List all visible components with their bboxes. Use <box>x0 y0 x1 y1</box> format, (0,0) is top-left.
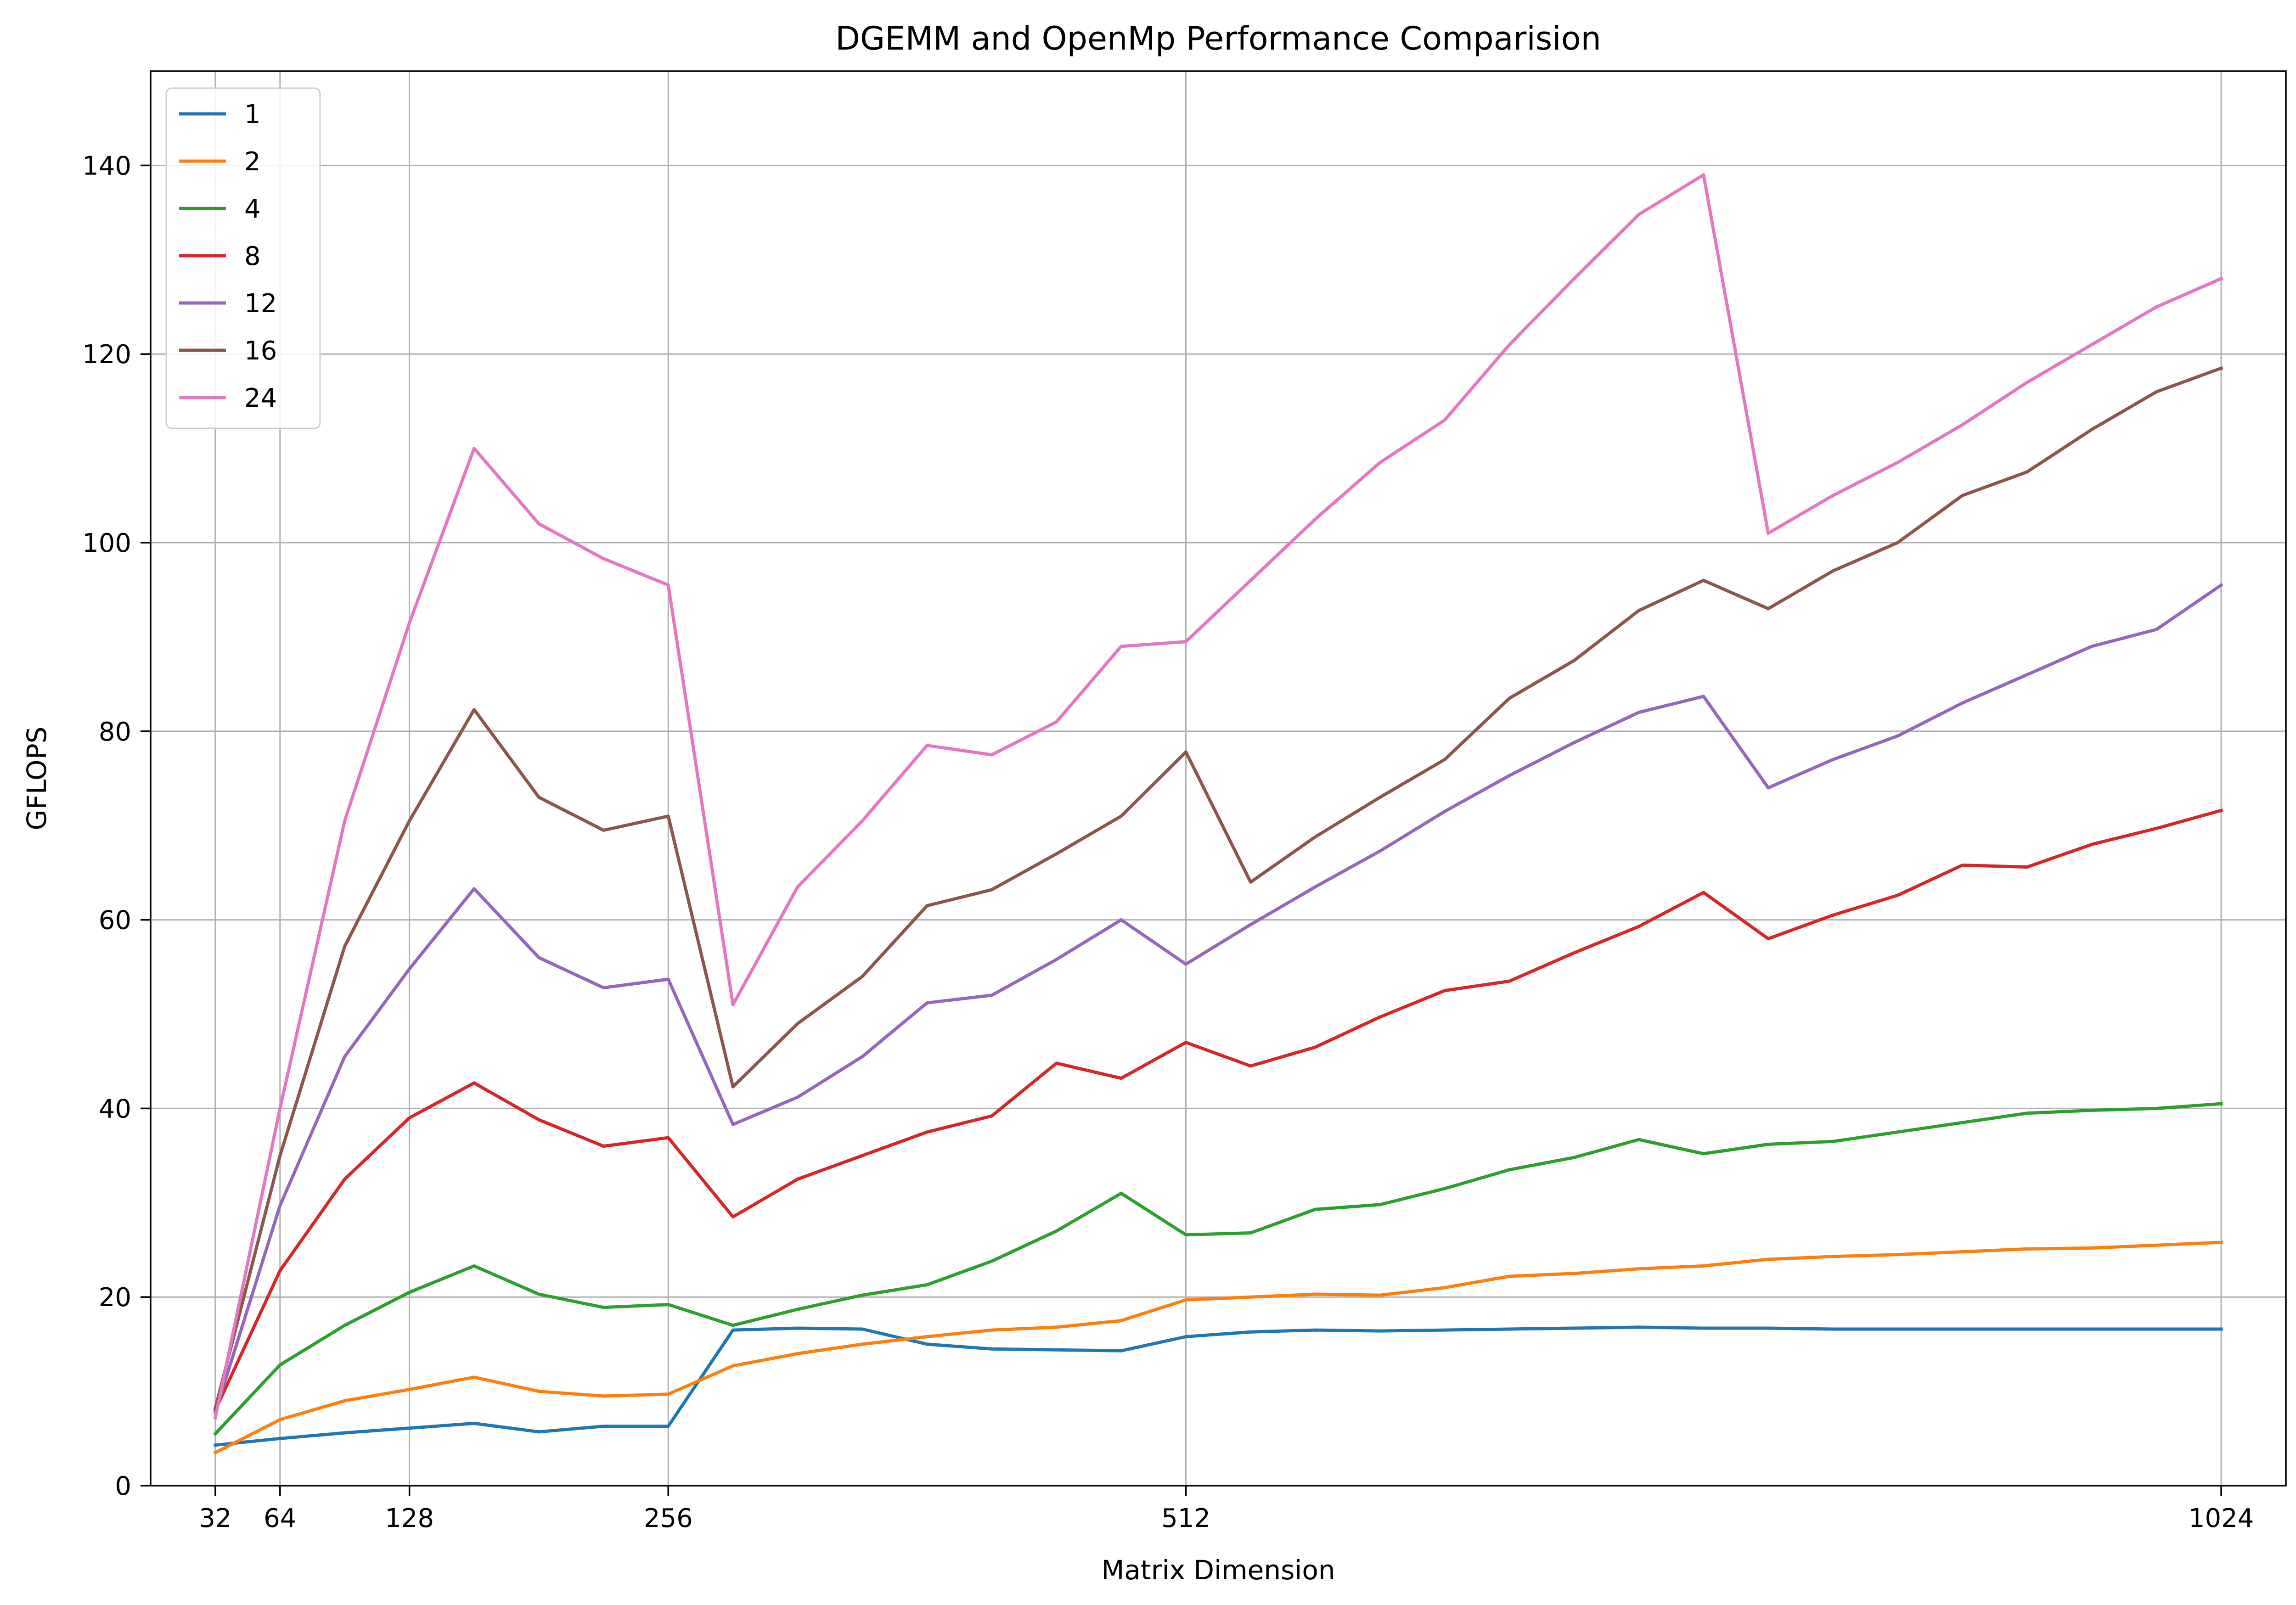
y-tick-label: 60 <box>99 906 131 936</box>
legend-label: 1 <box>244 100 261 129</box>
legend-label: 2 <box>244 147 261 177</box>
x-tick-label: 32 <box>199 1504 231 1533</box>
x-axis-ticks: 32 64 128 256 512 1024 <box>199 1486 2254 1533</box>
chart-title: DGEMM and OpenMp Performance Comparision <box>835 20 1601 57</box>
y-tick-label: 120 <box>82 340 131 370</box>
legend-label: 16 <box>244 336 277 366</box>
series-line-4 <box>213 1102 2223 1436</box>
y-axis-label: GFLOPS <box>21 727 52 831</box>
series-line-2 <box>213 1240 2223 1455</box>
series-lines <box>213 173 2223 1455</box>
y-axis-ticks: 0 20 40 60 80 100 120 140 <box>82 151 151 1501</box>
legend-label: 4 <box>244 194 261 224</box>
plot-frame <box>150 70 2287 1487</box>
series-line-16 <box>213 366 2223 1410</box>
x-tick-label: 64 <box>264 1504 296 1533</box>
legend-label: 24 <box>244 383 277 413</box>
series-line-8 <box>213 808 2223 1413</box>
y-tick-label: 40 <box>99 1094 131 1124</box>
legend-box <box>165 87 321 429</box>
series-line-12 <box>213 583 2223 1414</box>
legend-label: 8 <box>244 241 261 271</box>
x-tick-label: 512 <box>1161 1504 1210 1533</box>
y-tick-label: 100 <box>82 528 131 558</box>
series-line-24 <box>213 173 2223 1420</box>
y-tick-label: 80 <box>99 717 131 747</box>
y-tick-label: 0 <box>115 1471 131 1501</box>
x-tick-label: 128 <box>385 1504 434 1533</box>
y-tick-label: 140 <box>82 151 131 181</box>
x-tick-label: 1024 <box>2189 1504 2254 1533</box>
x-tick-label: 256 <box>644 1504 693 1533</box>
y-tick-label: 20 <box>99 1283 131 1313</box>
series-line-1 <box>214 1325 2223 1447</box>
x-axis-label: Matrix Dimension <box>1101 1554 1335 1586</box>
legend-label: 12 <box>244 289 277 319</box>
grid-lines <box>151 71 2286 1487</box>
